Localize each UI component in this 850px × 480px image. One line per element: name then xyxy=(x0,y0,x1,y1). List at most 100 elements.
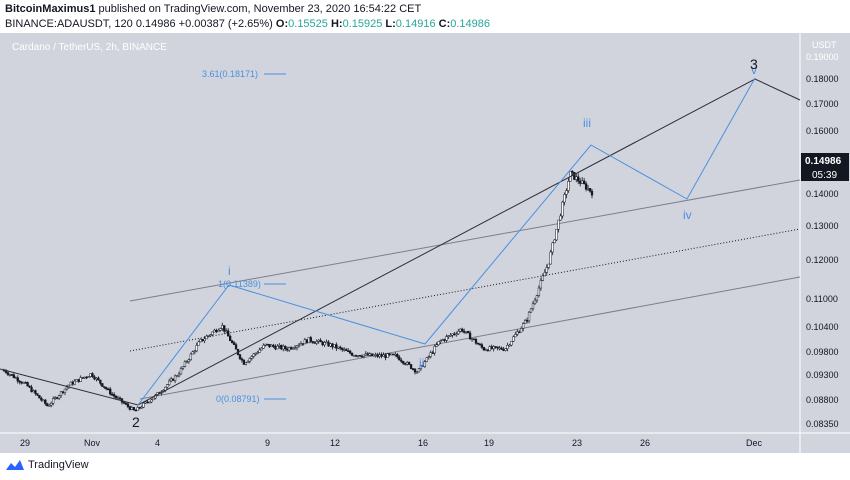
candle-body xyxy=(472,338,476,341)
elliott-wave-path[interactable] xyxy=(137,77,756,406)
candle-body xyxy=(246,360,250,363)
candle-body xyxy=(270,344,273,348)
wave-ii-label: ii xyxy=(419,356,424,370)
price-axis[interactable] xyxy=(800,33,850,453)
candle-body xyxy=(370,353,373,356)
candle-body xyxy=(427,356,430,358)
candle-body xyxy=(219,328,222,331)
candle-body xyxy=(445,336,448,341)
candle-body xyxy=(32,390,35,393)
candle-body xyxy=(439,340,442,342)
candle-body xyxy=(105,387,108,390)
candle-body xyxy=(50,403,53,406)
candle-body xyxy=(374,354,377,356)
y-tick-label: 0.09800 xyxy=(806,347,839,357)
countdown-badge xyxy=(801,167,849,181)
candle-body xyxy=(40,397,43,401)
tradingview-logo[interactable]: TradingView xyxy=(6,459,89,471)
wave-2-3-trendline[interactable] xyxy=(0,78,801,406)
candle-body xyxy=(75,379,78,382)
candle-body xyxy=(496,346,499,349)
candle-body xyxy=(112,394,116,397)
candle-body xyxy=(122,401,126,404)
candle-body xyxy=(380,354,383,357)
candle-body xyxy=(63,388,67,393)
candle-body xyxy=(360,355,364,358)
candle-body xyxy=(443,339,446,341)
candle-body xyxy=(331,343,334,348)
candle-body xyxy=(543,272,546,277)
candle-body xyxy=(95,377,98,380)
price-change: +0.00387 (+2.65%) xyxy=(178,18,273,30)
candle-body xyxy=(46,403,49,407)
candle-body xyxy=(419,365,423,369)
candle-body xyxy=(87,376,90,378)
ohlc-line: BINANCE:ADAUSDT, 120 0.14986 +0.00387 (+… xyxy=(5,18,490,30)
candle-body xyxy=(187,359,191,362)
y-axis-ticks: 0.18000 0.17000 0.16000 0.14000 0.13000 … xyxy=(806,74,839,429)
candle-body xyxy=(254,352,257,355)
candle-body xyxy=(101,383,104,387)
candle-body xyxy=(276,345,279,350)
countdown-badge-text: 05:39 xyxy=(812,170,837,181)
candle-body xyxy=(171,378,175,381)
candle-body xyxy=(559,215,562,221)
candle-body xyxy=(217,330,220,333)
candle-body xyxy=(118,397,122,400)
candle-body xyxy=(514,334,517,338)
candle-body xyxy=(327,341,330,347)
candle-body xyxy=(333,344,336,348)
high-label: H: xyxy=(330,18,343,30)
candle-body xyxy=(107,388,110,391)
candle-body xyxy=(364,353,367,356)
candle-body xyxy=(586,188,590,190)
candle-body xyxy=(53,397,57,399)
candle-body xyxy=(417,368,421,373)
candle-body xyxy=(211,331,214,335)
candle-body xyxy=(109,388,112,395)
candle-body xyxy=(293,347,297,349)
candle-body xyxy=(345,349,348,351)
candle-body xyxy=(124,402,128,405)
candle-body xyxy=(573,172,576,180)
candle-body xyxy=(404,363,407,365)
candle-body xyxy=(126,403,130,407)
x-tick-label: Dec xyxy=(746,438,763,448)
channel-middle-line[interactable] xyxy=(129,228,801,352)
candle-body xyxy=(504,348,507,351)
candle-body xyxy=(195,344,198,352)
candle-body xyxy=(407,362,411,365)
candle-body xyxy=(474,339,478,344)
channel-upper-line[interactable] xyxy=(129,179,801,302)
candle-body xyxy=(449,335,452,337)
candle-body xyxy=(590,190,594,196)
candle-body xyxy=(138,407,141,409)
candle-body xyxy=(22,382,25,384)
candle-body xyxy=(567,181,570,191)
candle-body xyxy=(478,343,482,346)
time-axis[interactable] xyxy=(0,433,800,453)
candle-body xyxy=(437,341,440,346)
price-chart[interactable]: Cardano / TetherUS, 2h, BINANCE USDT 0.1… xyxy=(0,33,850,453)
candle-body xyxy=(522,323,525,329)
candle-body xyxy=(264,343,267,346)
candle-body xyxy=(136,407,139,411)
x-tick-label: 9 xyxy=(265,438,270,448)
candle-body xyxy=(28,385,31,388)
candle-body xyxy=(26,382,29,387)
candle-body xyxy=(242,359,246,365)
candle-body xyxy=(166,384,169,388)
candle-body xyxy=(464,331,468,333)
plot-area[interactable] xyxy=(0,33,800,433)
candle-body xyxy=(335,344,338,349)
candle-body xyxy=(34,390,37,394)
candle-body xyxy=(240,358,244,361)
candle-body xyxy=(461,328,464,332)
candle-body xyxy=(502,349,505,351)
x-tick-label: 23 xyxy=(572,438,582,448)
y-tick-label: 0.12000 xyxy=(806,255,839,265)
candle-body xyxy=(114,396,118,399)
candle-body xyxy=(230,340,234,343)
x-tick-label: Nov xyxy=(84,438,101,448)
candle-body xyxy=(175,375,179,378)
